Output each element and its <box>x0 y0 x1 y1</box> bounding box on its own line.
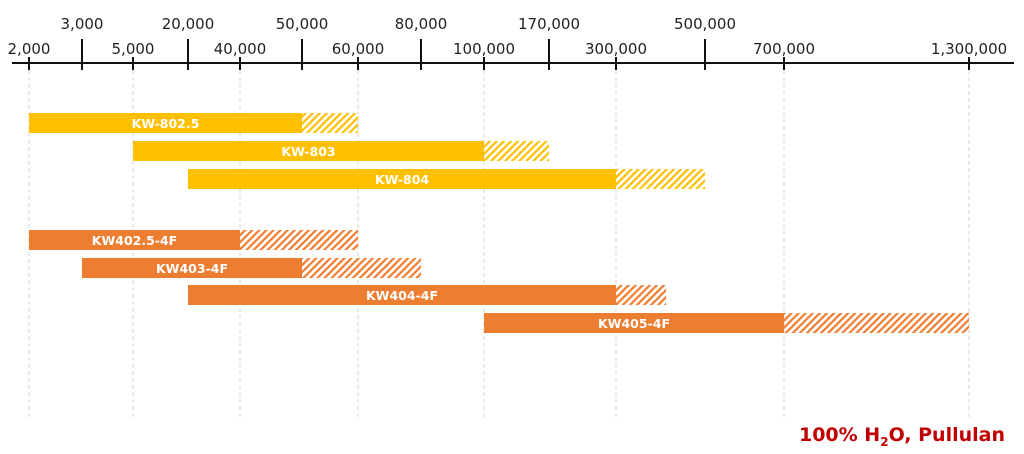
bar-kw-804: KW-804 <box>188 169 705 189</box>
footnote-text-end: O, Pullulan <box>888 424 1005 446</box>
footnote-text: 100% H <box>798 424 881 446</box>
bar-hatched <box>302 258 421 278</box>
bar-solid <box>188 169 616 189</box>
bar-solid <box>82 258 302 278</box>
bar-label: KW-803 <box>281 144 335 159</box>
tick-label: 50,000 <box>276 15 329 33</box>
bar-kw403-4f: KW403-4F <box>82 258 421 278</box>
tick-label: 5,000 <box>112 40 155 58</box>
bar-solid <box>484 313 784 333</box>
bar-kw-803: KW-803 <box>133 141 549 161</box>
tick-label: 700,000 <box>753 40 815 58</box>
bar-label: KW404-4F <box>366 288 438 303</box>
bar-kw-802-5: KW-802.5 <box>29 113 358 133</box>
bar-hatched <box>616 169 705 189</box>
bar-label: KW402.5-4F <box>92 233 177 248</box>
tick-label: 60,000 <box>332 40 385 58</box>
tick-label: 3,000 <box>61 15 104 33</box>
bar-solid <box>29 230 240 250</box>
bar-solid <box>188 285 616 305</box>
bar-kw405-4f: KW405-4F <box>484 313 969 333</box>
tick-label: 500,000 <box>674 15 736 33</box>
tick-label: 40,000 <box>214 40 267 58</box>
bar-hatched <box>240 230 358 250</box>
tick-label: 80,000 <box>395 15 448 33</box>
bar-label: KW-804 <box>375 172 429 187</box>
bar-hatched <box>484 141 549 161</box>
tick-label: 20,000 <box>162 15 215 33</box>
bar-kw402-5-4f: KW402.5-4F <box>29 230 358 250</box>
bar-kw404-4f: KW404-4F <box>188 285 667 305</box>
tick-label: 300,000 <box>585 40 647 58</box>
footnote-subscript: 2 <box>880 434 889 449</box>
footnote: 100% H2O, Pullulan <box>799 424 1005 449</box>
tick-label: 2,000 <box>8 40 51 58</box>
tick-label: 170,000 <box>518 15 580 33</box>
bar-label: KW-802.5 <box>132 116 200 131</box>
tick-label: 1,300,000 <box>931 40 1007 58</box>
bar-label: KW403-4F <box>156 261 228 276</box>
tick-label: 100,000 <box>453 40 515 58</box>
bar-hatched <box>302 113 358 133</box>
bar-solid <box>133 141 484 161</box>
bar-label: KW405-4F <box>598 316 670 331</box>
bar-hatched <box>616 285 667 305</box>
bar-hatched <box>784 313 969 333</box>
bar-solid <box>29 113 302 133</box>
